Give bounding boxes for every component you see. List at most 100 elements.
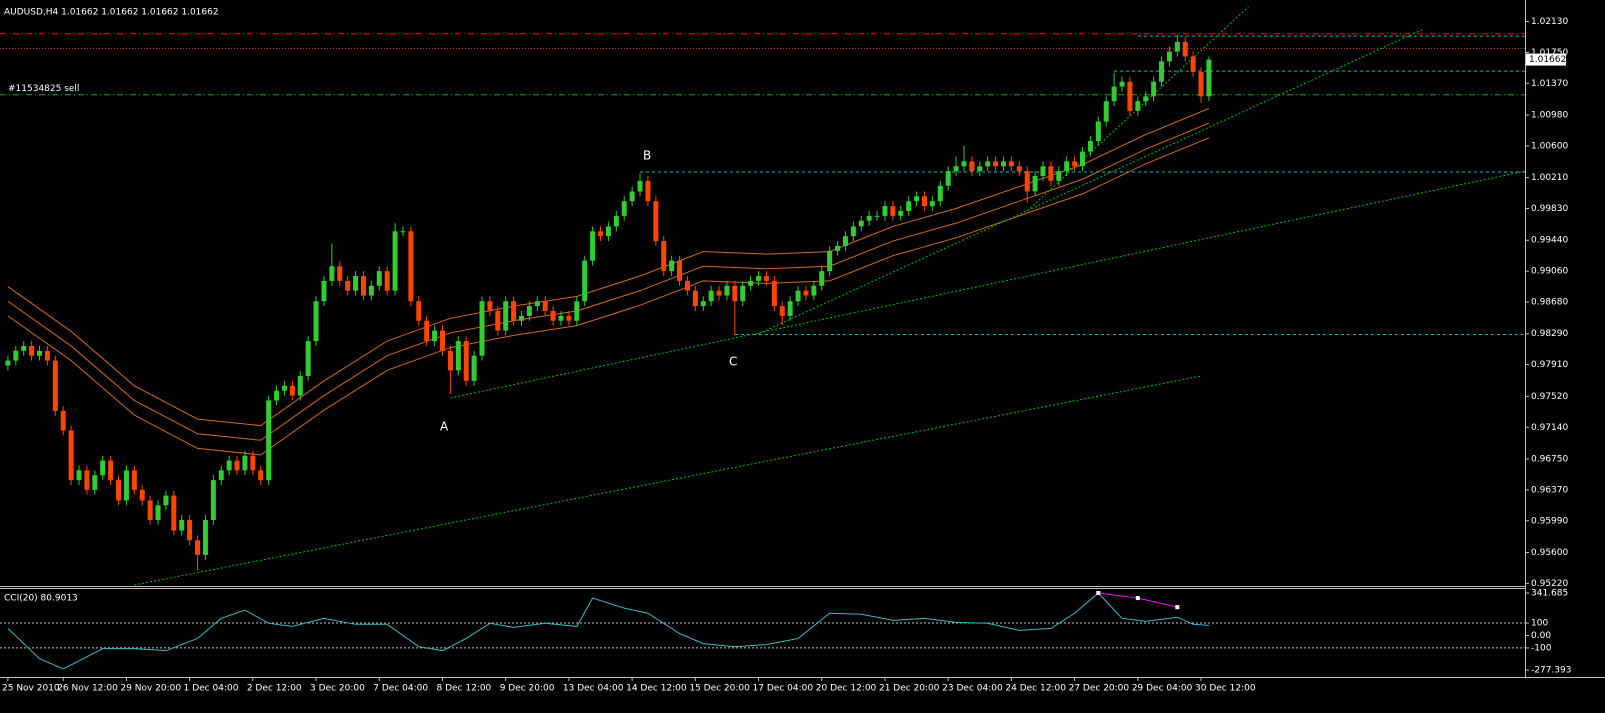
candle-body — [1135, 101, 1141, 111]
y-tick-label: 1.01370 — [1531, 79, 1568, 89]
candle-body — [1095, 121, 1101, 142]
candle-body — [835, 245, 841, 251]
candle-body — [44, 350, 50, 361]
candle-body — [677, 260, 683, 281]
candle-body — [210, 480, 216, 520]
y-tick-label: 0.98680 — [1531, 298, 1568, 308]
candle-body — [250, 455, 256, 471]
candle-body — [376, 271, 382, 286]
x-tick-label: 20 Dec 12:00 — [816, 684, 877, 694]
candle-body — [519, 315, 525, 321]
candle-body — [961, 161, 967, 167]
y-tick-label: 0.95990 — [1531, 516, 1568, 526]
candle-body — [1103, 101, 1109, 122]
candle-body — [511, 301, 517, 321]
candle-body — [645, 180, 651, 202]
candle-body — [258, 470, 264, 481]
candle-body — [226, 460, 232, 471]
y-tick-label: 1.00980 — [1531, 111, 1568, 121]
candle-body — [598, 231, 604, 237]
candle-body — [1166, 51, 1172, 62]
candle-body — [748, 280, 754, 286]
candle-body — [1198, 71, 1204, 97]
candle-body — [202, 519, 208, 555]
candle-body — [242, 455, 248, 471]
trendline — [758, 29, 1423, 335]
candle-body — [155, 505, 161, 520]
candle-body — [29, 345, 35, 356]
candle-body — [163, 495, 169, 506]
wave-label: C — [729, 355, 737, 369]
wave-label: A — [440, 420, 449, 434]
candle-body — [993, 161, 999, 167]
candle-body — [1008, 161, 1014, 167]
candle-body — [384, 271, 390, 291]
candle-body — [969, 161, 975, 172]
candle-body — [416, 301, 422, 321]
candle-body — [842, 236, 848, 246]
candle-body — [882, 206, 888, 216]
candle-body — [147, 500, 153, 520]
x-tick-label: 9 Dec 20:00 — [500, 684, 555, 694]
candle-body — [1072, 161, 1078, 167]
candle-body — [1143, 96, 1149, 102]
candle-body — [921, 196, 927, 207]
candle-body — [1016, 166, 1022, 172]
y-tick-label: -100 — [1531, 643, 1552, 653]
candle-body — [471, 355, 477, 381]
candle-body — [1182, 41, 1188, 57]
candle-body — [131, 470, 137, 490]
candle-body — [463, 341, 469, 381]
x-tick-label: 24 Dec 12:00 — [1005, 684, 1066, 694]
candle-body — [266, 400, 272, 481]
y-tick-label: 1.02130 — [1531, 17, 1568, 27]
candle-body — [566, 315, 572, 321]
candle-body — [1190, 56, 1196, 72]
candle-body — [779, 306, 785, 316]
candle-body — [92, 475, 98, 490]
candle-body — [503, 301, 509, 331]
x-tick-label: 29 Dec 04:00 — [1132, 684, 1193, 694]
x-tick-label: 27 Dec 20:00 — [1069, 684, 1130, 694]
x-tick-label: 15 Dec 20:00 — [689, 684, 750, 694]
candle-body — [337, 266, 343, 281]
candle-body — [582, 260, 588, 302]
y-tick-label: 0.99830 — [1531, 204, 1568, 214]
candle-body — [795, 290, 801, 302]
y-tick-label: 1.01750 — [1531, 48, 1568, 58]
candle-body — [487, 301, 493, 311]
candle-body — [874, 215, 880, 217]
x-tick-label: 8 Dec 12:00 — [436, 684, 491, 694]
candle-body — [637, 180, 643, 192]
candle-body — [763, 276, 769, 281]
y-tick-label: 0.96750 — [1531, 454, 1568, 464]
candle-body — [139, 489, 145, 501]
candle-body — [37, 350, 43, 356]
candle-body — [692, 290, 698, 307]
y-tick-label: 341.685 — [1531, 589, 1568, 599]
candle-body — [890, 206, 896, 216]
candle-body — [84, 470, 90, 490]
y-tick-label: 0.95220 — [1531, 579, 1568, 589]
candle-body — [929, 201, 935, 207]
candle-body — [684, 280, 690, 291]
current-price: 1.01662 — [1529, 55, 1566, 65]
candle-body — [495, 310, 501, 331]
candle-body — [1151, 81, 1157, 97]
trendline — [134, 375, 1202, 586]
candle-body — [5, 360, 11, 366]
x-tick-label: 2 Dec 12:00 — [247, 684, 302, 694]
candle-body — [1000, 161, 1006, 167]
candle-body — [590, 231, 596, 261]
y-tick-label: 0.99440 — [1531, 236, 1568, 246]
candle-body — [1087, 141, 1093, 152]
y-tick-label: 0.00 — [1531, 631, 1551, 641]
candle-body — [819, 271, 825, 286]
candle-body — [621, 201, 627, 216]
candle-body — [811, 285, 817, 296]
candle-body — [218, 470, 224, 481]
x-tick-label: 3 Dec 20:00 — [310, 684, 365, 694]
